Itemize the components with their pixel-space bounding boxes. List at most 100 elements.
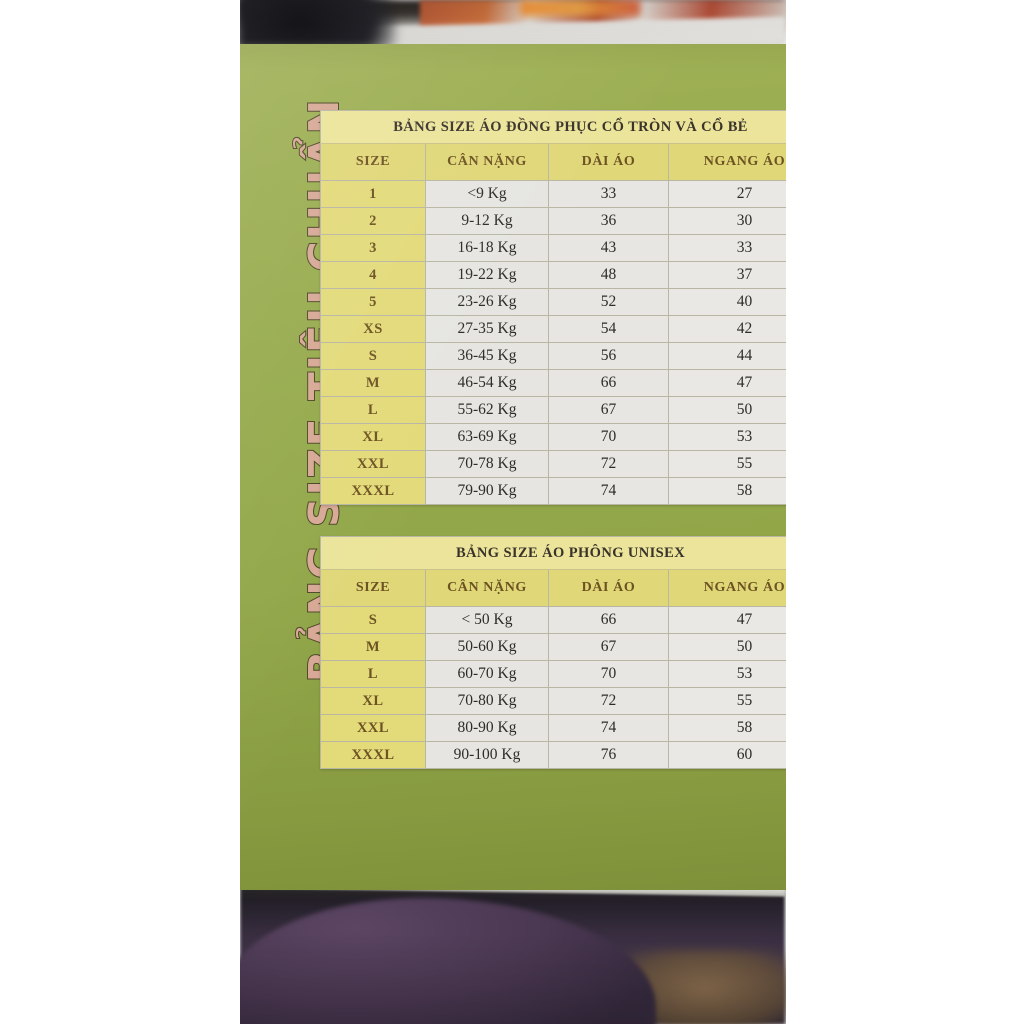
cell-length: 66: [548, 606, 669, 634]
cell-weight: 50-60 Kg: [425, 633, 549, 661]
cell-length: 33: [548, 180, 669, 208]
table-row: XL 70-80 Kg 72 55: [320, 687, 786, 715]
column-header-width: NGANG ÁO: [667, 143, 786, 181]
cell-width: 44: [667, 342, 786, 370]
table-row: XXL 70-78 Kg 72 55: [320, 450, 786, 478]
table-row: M 46-54 Kg 66 47: [320, 369, 786, 397]
cell-weight: 46-54 Kg: [425, 369, 549, 397]
table-row: XS 27-35 Kg 54 42: [320, 315, 786, 343]
cell-width: 30: [667, 207, 786, 235]
cell-weight: 9-12 Kg: [425, 207, 549, 235]
cell-size: XXL: [320, 450, 426, 478]
cell-weight: < 50 Kg: [425, 606, 549, 634]
background-orange-highlight: [520, 0, 640, 16]
cell-size: XS: [320, 315, 426, 343]
cell-width: 55: [667, 450, 786, 478]
cell-size: S: [320, 606, 426, 634]
table-row: 5 23-26 Kg 52 40: [320, 288, 786, 316]
size-chart-poster: BẢNG SIZE TIÊU CHUẨN BẢNG SIZE ÁO ĐỒNG P…: [240, 44, 786, 890]
cell-size: 1: [320, 180, 426, 208]
page-margin-left: [0, 0, 240, 1024]
cell-size: M: [320, 633, 426, 661]
cell-size: L: [320, 396, 426, 424]
table-title-row: BẢNG SIZE ÁO PHÔNG UNISEX: [319, 536, 786, 570]
cell-width: 27: [667, 180, 786, 208]
cell-width: 58: [667, 714, 786, 742]
cell-size: XXXL: [320, 477, 426, 505]
cell-width: 50: [667, 633, 786, 661]
table-row: S 36-45 Kg 56 44: [320, 342, 786, 370]
table-row: S < 50 Kg 66 47: [320, 606, 786, 634]
cell-width: 33: [667, 234, 786, 262]
cell-size: XL: [320, 687, 426, 715]
table-row: XXXL 79-90 Kg 74 58: [320, 477, 786, 505]
cell-length: 66: [548, 369, 669, 397]
table-header-row: SIZE CÂN NẶNG DÀI ÁO NGANG ÁO: [320, 143, 786, 181]
cell-weight: 19-22 Kg: [425, 261, 549, 289]
cell-weight: 63-69 Kg: [425, 423, 549, 451]
column-header-weight: CÂN NẶNG: [425, 569, 549, 607]
size-table-unisex: BẢNG SIZE ÁO PHÔNG UNISEX SIZE CÂN NẶNG …: [319, 536, 786, 769]
cell-width: 53: [667, 660, 786, 688]
size-table-unisex-grid: BẢNG SIZE ÁO PHÔNG UNISEX SIZE CÂN NẶNG …: [319, 536, 786, 769]
cell-size: 3: [320, 234, 426, 262]
cell-length: 36: [548, 207, 669, 235]
size-table-uniform: BẢNG SIZE ÁO ĐỒNG PHỤC CỔ TRÒN VÀ CỔ BẺ …: [319, 110, 786, 505]
cell-length: 67: [548, 633, 669, 661]
cell-length: 70: [548, 423, 669, 451]
table-title-row: BẢNG SIZE ÁO ĐỒNG PHỤC CỔ TRÒN VÀ CỔ BẺ: [319, 110, 786, 144]
cell-weight: 16-18 Kg: [425, 234, 549, 262]
cell-weight: 36-45 Kg: [425, 342, 549, 370]
cell-width: 47: [667, 606, 786, 634]
table-row: XXXL 90-100 Kg 76 60: [320, 741, 786, 769]
table-title: BẢNG SIZE ÁO ĐỒNG PHỤC CỔ TRÒN VÀ CỔ BẺ: [319, 110, 786, 144]
cell-size: XXL: [320, 714, 426, 742]
column-header-width: NGANG ÁO: [667, 569, 786, 607]
cell-length: 72: [548, 687, 669, 715]
cell-size: XL: [320, 423, 426, 451]
cell-weight: 90-100 Kg: [425, 741, 549, 769]
cell-weight: 23-26 Kg: [425, 288, 549, 316]
column-header-length: DÀI ÁO: [548, 569, 669, 607]
cell-weight: <9 Kg: [425, 180, 549, 208]
table-row: 1 <9 Kg 33 27: [320, 180, 786, 208]
page-margin-right: [786, 0, 1024, 1024]
cell-weight: 70-80 Kg: [425, 687, 549, 715]
cell-width: 60: [667, 741, 786, 769]
table-row: L 55-62 Kg 67 50: [320, 396, 786, 424]
cell-size: 5: [320, 288, 426, 316]
cell-length: 43: [548, 234, 669, 262]
cell-size: 2: [320, 207, 426, 235]
cell-length: 52: [548, 288, 669, 316]
cell-length: 74: [548, 714, 669, 742]
cell-width: 40: [667, 288, 786, 316]
cell-length: 56: [548, 342, 669, 370]
cell-length: 54: [548, 315, 669, 343]
cell-size: S: [320, 342, 426, 370]
cell-weight: 55-62 Kg: [425, 396, 549, 424]
column-header-size: SIZE: [320, 569, 426, 607]
table-header-row: SIZE CÂN NẶNG DÀI ÁO NGANG ÁO: [320, 569, 786, 607]
cell-weight: 60-70 Kg: [425, 660, 549, 688]
cell-weight: 80-90 Kg: [425, 714, 549, 742]
column-header-length: DÀI ÁO: [548, 143, 669, 181]
table-row: 2 9-12 Kg 36 30: [320, 207, 786, 235]
table-row: XXL 80-90 Kg 74 58: [320, 714, 786, 742]
cell-width: 55: [667, 687, 786, 715]
cell-weight: 27-35 Kg: [425, 315, 549, 343]
cell-length: 70: [548, 660, 669, 688]
background-dark-object: [236, 0, 396, 50]
cell-length: 74: [548, 477, 669, 505]
cell-weight: 79-90 Kg: [425, 477, 549, 505]
table-row: XL 63-69 Kg 70 53: [320, 423, 786, 451]
cell-size: M: [320, 369, 426, 397]
cell-width: 42: [667, 315, 786, 343]
cell-length: 72: [548, 450, 669, 478]
cell-weight: 70-78 Kg: [425, 450, 549, 478]
table-title: BẢNG SIZE ÁO PHÔNG UNISEX: [319, 536, 786, 570]
cell-length: 48: [548, 261, 669, 289]
size-table-uniform-grid: BẢNG SIZE ÁO ĐỒNG PHỤC CỔ TRÒN VÀ CỔ BẺ …: [319, 110, 786, 505]
cell-width: 37: [667, 261, 786, 289]
